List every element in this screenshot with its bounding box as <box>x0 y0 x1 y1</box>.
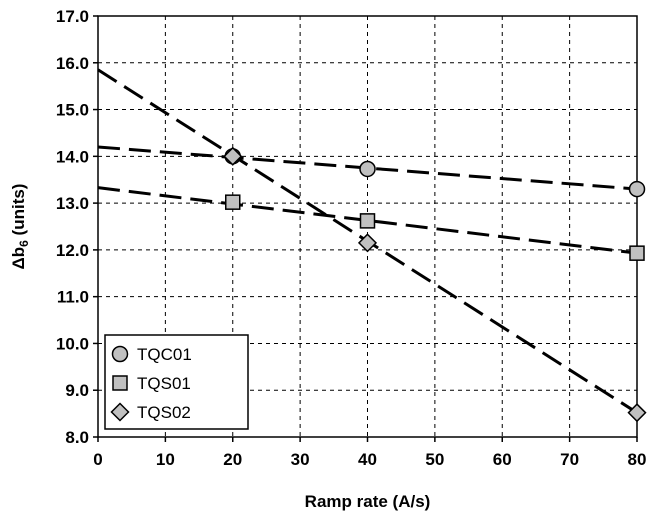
y-tick-label: 8.0 <box>65 428 89 447</box>
data-markers <box>223 146 647 423</box>
legend-box <box>104 334 249 430</box>
y-axis-title-unit: (units) <box>9 184 28 241</box>
legend-label: TQS01 <box>137 374 191 393</box>
legend-marker-tqc01 <box>111 345 129 363</box>
legend-label: TQS02 <box>137 403 191 422</box>
x-tick-label: 80 <box>628 450 647 469</box>
legend-marker-tqs02 <box>110 402 130 422</box>
y-tick-label: 15.0 <box>56 101 89 120</box>
point-tqs01 <box>629 245 645 261</box>
y-tick-label: 12.0 <box>56 241 89 260</box>
y-tick-label: 9.0 <box>65 381 89 400</box>
point-tqc01 <box>359 160 376 178</box>
x-tick-label: 60 <box>493 450 512 469</box>
y-axis-title: Δb6 (units) <box>9 184 31 270</box>
point-tqs01 <box>359 213 376 229</box>
y-axis-title-subscript: 6 <box>17 240 31 247</box>
fit-line-tqc01 <box>97 145 638 191</box>
point-tqs02 <box>357 233 378 253</box>
point-tqc01 <box>628 180 646 198</box>
x-tick-label: 20 <box>223 450 242 469</box>
y-tick-label: 16.0 <box>56 54 89 73</box>
x-tick-label: 40 <box>358 450 377 469</box>
x-tick-label: 0 <box>93 450 102 469</box>
legend-label: TQC01 <box>137 345 192 364</box>
y-tick-label: 14.0 <box>56 147 89 166</box>
y-axis-title-main: Δb <box>9 247 28 270</box>
x-tick-label: 30 <box>291 450 310 469</box>
legend: TQC01 TQS01 TQS02 <box>104 334 249 430</box>
x-tick-label: 10 <box>156 450 175 469</box>
axis-ticks: 0 10 20 30 40 50 60 70 80 8.0 9.0 10.0 11.0 12.0 13.0 1… <box>56 7 647 469</box>
x-axis-title: Ramp rate (A/s) <box>305 492 431 511</box>
y-tick-label: 17.0 <box>56 7 89 26</box>
point-tqs02 <box>223 146 243 166</box>
legend-marker-tqs01 <box>112 375 128 391</box>
x-tick-label: 50 <box>425 450 444 469</box>
y-tick-label: 11.0 <box>57 288 89 307</box>
point-tqs01 <box>225 194 241 210</box>
x-tick-label: 70 <box>560 450 579 469</box>
y-tick-label: 10.0 <box>56 334 89 353</box>
y-tick-label: 13.0 <box>56 194 89 213</box>
fit-line-tqs01 <box>97 186 638 255</box>
point-tqs02 <box>627 403 647 423</box>
